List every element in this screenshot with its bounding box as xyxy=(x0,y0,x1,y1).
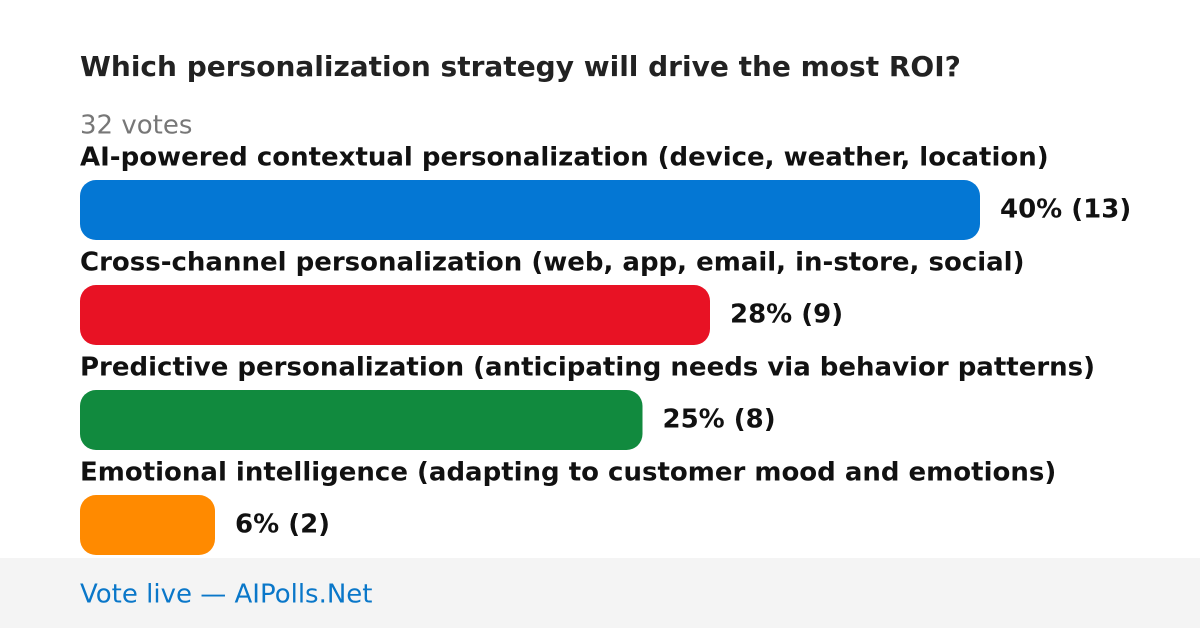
bar xyxy=(80,285,710,345)
option-label: Predictive personalization (anticipating… xyxy=(80,353,1095,383)
option-label: Cross-channel personalization (web, app,… xyxy=(80,248,1024,278)
value-label: 25% (8) xyxy=(663,405,776,435)
poll-title: Which personalization strategy will driv… xyxy=(80,50,961,83)
option-label: AI-powered contextual personalization (d… xyxy=(80,143,1049,173)
value-label: 40% (13) xyxy=(1000,195,1131,225)
bar xyxy=(80,180,980,240)
bar xyxy=(80,390,643,450)
bar xyxy=(80,495,215,555)
vote-count: 32 votes xyxy=(80,111,192,141)
footer-link[interactable]: Vote live — AIPolls.Net xyxy=(80,580,373,610)
value-label: 6% (2) xyxy=(235,510,330,540)
value-label: 28% (9) xyxy=(730,300,843,330)
footer-bg xyxy=(0,558,1200,628)
option-label: Emotional intelligence (adapting to cust… xyxy=(80,458,1056,488)
